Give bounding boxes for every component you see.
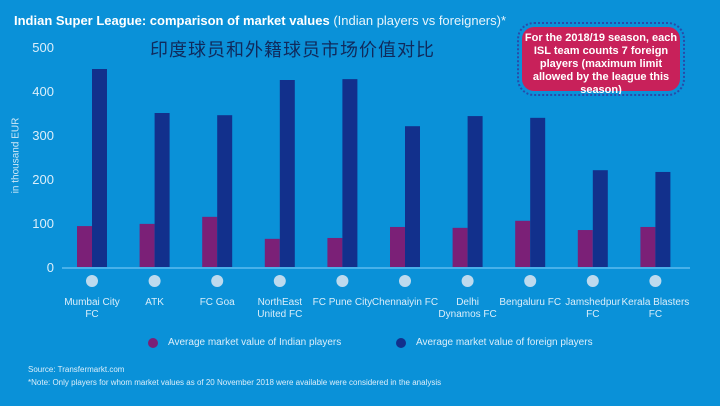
bar-indian: [515, 220, 531, 267]
bar-indian: [452, 227, 468, 267]
x-tick-label: FC: [85, 309, 98, 320]
x-tick-label: FC: [649, 309, 662, 320]
x-tick-label: Jamshedpur: [565, 297, 621, 308]
bar-foreign: [655, 171, 671, 267]
x-tick-label: Mumbai City: [64, 297, 120, 308]
club-crest-icon: [148, 275, 161, 287]
x-tick-label: Chennaiyin FC: [372, 297, 438, 308]
x-tick-label: NorthEast: [258, 297, 303, 308]
y-tick-label: 200: [32, 172, 54, 187]
bar-foreign: [92, 69, 107, 267]
club-crest-icon: [586, 275, 599, 287]
bar-foreign: [279, 80, 295, 267]
source-text: Source: Transfermarkt.com: [28, 365, 125, 374]
bar-foreign: [217, 115, 233, 267]
club-crest-icon: [336, 275, 349, 287]
bar-indian: [77, 226, 92, 267]
indian-legend-swatch: [148, 337, 158, 348]
title-bold: Indian Super League: comparison of marke…: [14, 13, 330, 28]
x-tick-label: FC Pune City: [313, 297, 372, 308]
bar-foreign: [342, 79, 358, 268]
y-tick-label: 300: [32, 128, 54, 143]
x-tick-label: FC: [586, 309, 599, 320]
legend-item-indian: Average market value of Indian players: [148, 337, 341, 348]
footnote-text: *Note: Only players for whom market valu…: [28, 378, 442, 387]
bar-foreign: [592, 170, 608, 267]
y-tick-label: 400: [32, 84, 54, 99]
club-crest-icon: [86, 275, 98, 287]
club-crest-icon: [524, 275, 537, 287]
y-tick-label: 500: [32, 40, 54, 55]
bar-indian: [202, 216, 218, 267]
legend-label-indian: Average market value of Indian players: [168, 337, 342, 348]
bar-foreign: [154, 113, 170, 267]
chinese-title: 印度球员和外籍球员市场价值对比: [150, 40, 435, 61]
x-tick-label: Delhi: [456, 297, 479, 308]
club-crest-icon: [649, 275, 662, 287]
y-tick-label: 0: [47, 260, 54, 275]
x-tick-label: United FC: [257, 309, 302, 320]
legend-label-foreign: Average market value of foreign players: [416, 337, 593, 348]
bar-indian: [640, 226, 656, 267]
bar-indian: [327, 237, 343, 267]
club-crest-icon: [461, 275, 474, 287]
bar-indian: [139, 223, 155, 267]
x-tick-label: FC Goa: [200, 297, 235, 308]
x-tick-label: Kerala Blasters: [621, 297, 689, 308]
legend-item-foreign: Average market value of foreign players: [396, 337, 593, 348]
bar-indian: [577, 230, 593, 267]
callout-box: For the 2018/19 season, each ISL team co…: [517, 22, 685, 96]
club-crest-icon: [211, 275, 224, 287]
bar-foreign: [530, 117, 546, 267]
bar-indian: [264, 238, 280, 267]
x-tick-label: Bengaluru FC: [499, 297, 561, 308]
foreign-legend-swatch: [396, 337, 406, 348]
bar-foreign: [405, 126, 420, 267]
x-tick-label: ATK: [145, 297, 164, 308]
x-tick-label: Dynamos FC: [438, 309, 496, 320]
title-subtitle: (Indian players vs foreigners)*: [333, 13, 507, 28]
bar-foreign: [467, 116, 483, 267]
y-tick-label: 100: [32, 216, 54, 231]
club-crest-icon: [399, 275, 411, 287]
chart-title: Indian Super League: comparison of marke…: [14, 13, 506, 28]
club-crest-icon: [273, 275, 286, 287]
bar-indian: [390, 226, 405, 267]
